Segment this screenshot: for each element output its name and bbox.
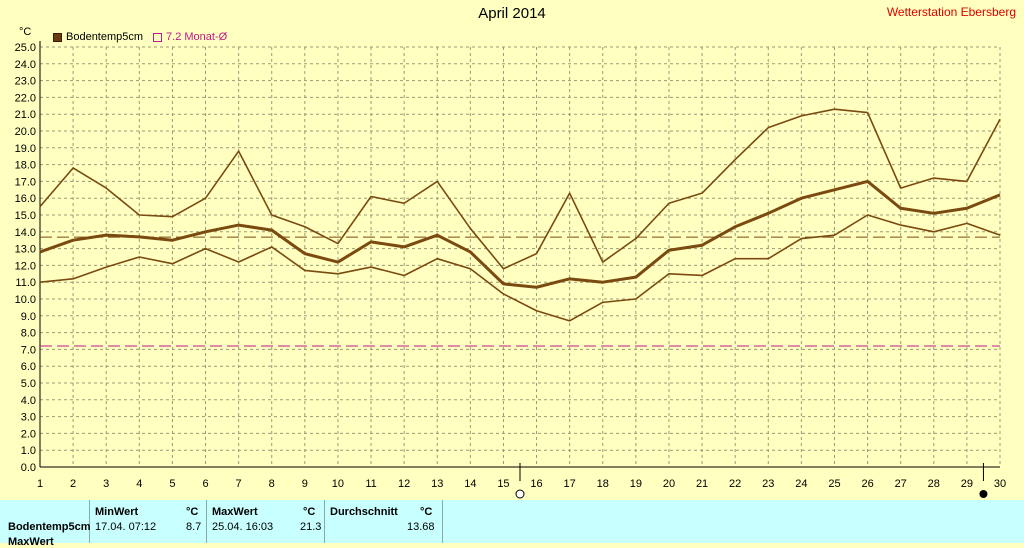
y-tick-labels: 0.0 1.0 2.0 3.0 4.0 5.0 6.0 7.0 8.0 9.0 10.0 11.0 12…	[15, 42, 36, 474]
x-tick-label: 12	[398, 478, 410, 490]
stats-divider-1	[89, 500, 90, 543]
x-tick-label: 16	[530, 478, 542, 490]
stats-divider-3	[324, 500, 325, 543]
chart-legend: Bodentemp5cm 7.2 Monat-Ø	[53, 31, 227, 43]
min-time: 17.04. 07:12	[95, 521, 157, 533]
x-tick-label: 6	[202, 478, 208, 490]
x-tick-label: 1	[37, 478, 43, 490]
header-avg-unit: °C	[420, 506, 433, 518]
y-tick-label: 25.0	[15, 42, 36, 54]
header-min-unit: °C	[186, 506, 199, 518]
y-tick-label: 12.0	[15, 260, 36, 272]
y-tick-label: 5.0	[21, 378, 36, 390]
y-tick-label: 11.0	[15, 277, 36, 289]
x-tick-label: 20	[663, 478, 675, 490]
x-tick-label: 3	[103, 478, 109, 490]
x-tick-label: 30	[994, 478, 1006, 490]
x-tick-label: 2	[70, 478, 76, 490]
header-min: MinWert	[95, 506, 139, 518]
stats-divider-2	[206, 500, 207, 543]
x-tick-label: 5	[169, 478, 175, 490]
x-tick-label: 15	[497, 478, 509, 490]
y-tick-label: 1.0	[21, 445, 36, 457]
new-moon-icon	[979, 490, 988, 498]
series-line-max	[39, 108, 1001, 270]
statistics-panel: MinWert °C MaxWert °C Durchschnitt °C Bo…	[0, 500, 1024, 548]
x-tick-label: 21	[696, 478, 708, 490]
header-max-unit: °C	[303, 506, 316, 518]
y-tick-label: 15.0	[15, 210, 36, 222]
x-tick-labels: 1 2 3 4 5 6 7 8 9 10 11 12 13 14 15 16 17 18 19 20 21 22 23 24 2…	[37, 478, 1006, 490]
max-time: 25.04. 16:03	[212, 521, 274, 533]
legend-label-series: Bodentemp5cm	[66, 31, 144, 43]
legend-label-monthly-avg: 7.2 Monat-Ø	[166, 31, 228, 43]
legend-swatch-monthly-avg	[153, 32, 163, 42]
legend-item-monthly-avg[interactable]: 7.2 Monat-Ø	[153, 31, 227, 43]
y-tick-label: 19.0	[15, 143, 36, 155]
moon-markers	[515, 463, 988, 499]
y-tick-label: 4.0	[21, 395, 36, 407]
series-lines	[39, 108, 1001, 322]
legend-swatch-series	[53, 32, 62, 42]
x-tick-label: 17	[564, 478, 576, 490]
y-tick-label: 7.0	[21, 344, 36, 356]
y-tick-label: 20.0	[15, 126, 36, 138]
series-line-mean	[39, 179, 1001, 289]
x-tick-label: 24	[795, 478, 807, 490]
temperature-chart: 0.01.02.03.04.05.06.07.08.09.010.011.012…	[15, 41, 1006, 499]
x-tick-label: 8	[269, 478, 275, 490]
x-tick-label: 11	[365, 478, 376, 490]
y-tick-label: 13.0	[15, 244, 36, 256]
y-tick-label: 18.0	[15, 160, 36, 172]
x-tick-label: 26	[861, 478, 873, 490]
y-tick-label: 22.0	[15, 92, 36, 104]
x-tick-label: 25	[828, 478, 840, 490]
x-tick-label: 18	[597, 478, 609, 490]
x-tick-label: 7	[236, 478, 242, 490]
x-tick-label: 27	[895, 478, 907, 490]
y-tick-label: 3.0	[21, 412, 36, 424]
y-tick-label: 23.0	[15, 76, 36, 88]
chart-title: April 2014	[478, 5, 546, 22]
x-tick-label: 22	[729, 478, 741, 490]
x-tick-label: 23	[762, 478, 774, 490]
y-tick-label: 9.0	[21, 311, 36, 323]
min-value: 8.7	[186, 521, 202, 533]
row-label-2: MaxWert	[8, 536, 54, 548]
x-tick-label: 29	[961, 478, 973, 490]
max-value: 21.3	[300, 521, 322, 533]
y-axis-unit: °C	[19, 26, 32, 38]
station-name: Wetterstation Ebersberg	[886, 5, 1016, 19]
y-tick-label: 16.0	[15, 193, 36, 205]
y-tick-label: 10.0	[15, 294, 36, 306]
legend-item-series[interactable]: Bodentemp5cm	[53, 31, 143, 43]
y-tick-label: 8.0	[21, 328, 36, 340]
x-tick-label: 4	[136, 478, 142, 490]
x-tick-label: 9	[302, 478, 308, 490]
y-tick-label: 21.0	[15, 109, 36, 121]
y-tick-label: 2.0	[21, 428, 36, 440]
x-tick-label: 10	[332, 478, 344, 490]
y-tick-label: 0.0	[21, 462, 36, 474]
header-max: MaxWert	[212, 506, 258, 518]
x-tick-label: 13	[431, 478, 443, 490]
stats-divider-4	[442, 500, 443, 543]
x-tick-label: 28	[928, 478, 940, 490]
y-tick-label: 6.0	[21, 361, 36, 373]
x-tick-label: 19	[630, 478, 642, 490]
header-avg: Durchschnitt	[330, 506, 398, 518]
reference-lines	[40, 236, 1000, 347]
first-quarter-moon-icon	[515, 489, 525, 499]
series-line-min	[39, 214, 1001, 322]
y-tick-label: 17.0	[15, 176, 36, 188]
y-tick-label: 24.0	[15, 59, 36, 71]
chart-grid	[39, 41, 1001, 468]
avg-value: 13.68	[407, 521, 435, 533]
row-label: Bodentemp5cm	[8, 521, 90, 533]
y-tick-label: 14.0	[15, 227, 36, 239]
x-tick-label: 14	[464, 478, 476, 490]
